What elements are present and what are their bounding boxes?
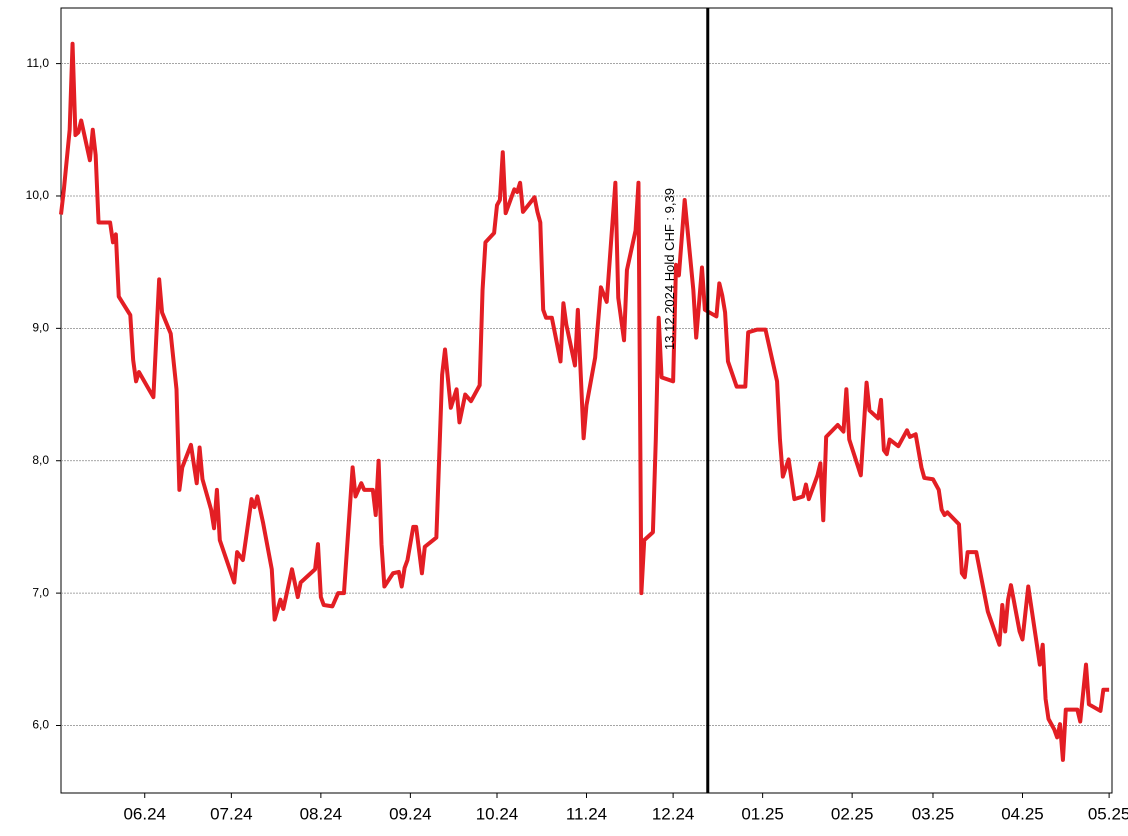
- x-tick-label: 08.24: [300, 804, 343, 823]
- x-tick-label: 12.24: [652, 804, 695, 823]
- x-tick-label: 09.24: [389, 804, 432, 823]
- y-tick-label: 10,0: [26, 188, 50, 202]
- y-tick-label: 6,0: [32, 718, 49, 732]
- x-tick-label: 10.24: [476, 804, 519, 823]
- x-tick-label: 05.25: [1088, 804, 1128, 823]
- x-tick-label: 11.24: [566, 804, 607, 823]
- x-tick-label: 06.24: [123, 804, 166, 823]
- y-tick-label: 7,0: [32, 585, 49, 599]
- y-tick-label: 11,0: [27, 56, 50, 70]
- y-tick-label: 8,0: [32, 453, 49, 467]
- x-tick-label: 04.25: [1001, 804, 1044, 823]
- x-tick-label: 01.25: [741, 804, 784, 823]
- x-tick-label: 02.25: [831, 804, 874, 823]
- x-tick-label: 03.25: [912, 804, 955, 823]
- y-tick-label: 9,0: [32, 321, 49, 335]
- x-tick-label: 07.24: [210, 804, 253, 823]
- event-label: 13.12.2024 Hold CHF : 9,39: [662, 188, 677, 350]
- price-line: [59, 41, 1110, 762]
